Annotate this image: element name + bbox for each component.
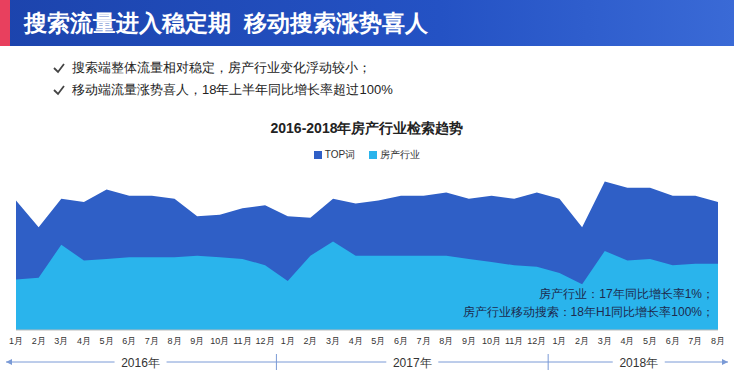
svg-text:5月: 5月 [100, 336, 114, 346]
svg-text:8月: 8月 [168, 336, 182, 346]
svg-text:9月: 9月 [190, 336, 204, 346]
svg-text:3月: 3月 [326, 336, 340, 346]
svg-text:6月: 6月 [394, 336, 408, 346]
svg-text:10月: 10月 [482, 336, 501, 346]
svg-text:9月: 9月 [462, 336, 476, 346]
svg-text:11月: 11月 [505, 336, 523, 346]
svg-text:1月: 1月 [9, 336, 23, 346]
svg-text:7月: 7月 [145, 336, 159, 346]
svg-text:1月: 1月 [281, 336, 295, 346]
svg-text:8月: 8月 [711, 336, 725, 346]
html-text:房产行业: 房产行业 [380, 149, 421, 160]
svg-text:4月: 4月 [620, 336, 634, 346]
html-text:房产行业移动搜索：18年H1同比增长率100%；: 房产行业移动搜索：18年H1同比增长率100%； [462, 305, 714, 319]
svg-text:2月: 2月 [575, 336, 589, 346]
svg-text:3月: 3月 [54, 336, 68, 346]
svg-text:11月: 11月 [233, 336, 251, 346]
svg-text:6月: 6月 [666, 336, 680, 346]
svg-text:12月: 12月 [256, 336, 275, 346]
svg-text:6月: 6月 [122, 336, 136, 346]
svg-text:3月: 3月 [598, 336, 612, 346]
svg-text:12月: 12月 [527, 336, 546, 346]
svg-text:7月: 7月 [688, 336, 702, 346]
svg-text:4月: 4月 [349, 336, 363, 346]
svg-text:2月: 2月 [32, 336, 46, 346]
html-text:TOP词: TOP词 [324, 149, 356, 160]
svg-text:2018年: 2018年 [619, 356, 658, 370]
svg-text:4月: 4月 [77, 336, 91, 346]
html-text:移动端流量涨势喜人，18年上半年同比增长率超过100%: 移动端流量涨势喜人，18年上半年同比增长率超过100% [72, 82, 393, 97]
svg-text:10月: 10月 [210, 336, 229, 346]
svg-text:2月: 2月 [303, 336, 317, 346]
html-text:房产行业：17年同比增长率1%；: 房产行业：17年同比增长率1%； [539, 287, 714, 301]
svg-text:1月: 1月 [552, 336, 566, 346]
svg-text:5月: 5月 [371, 336, 385, 346]
svg-text:5月: 5月 [643, 336, 657, 346]
html-text:搜索流量进入稳定期 移动搜索涨势喜人: 搜索流量进入稳定期 移动搜索涨势喜人 [24, 10, 428, 36]
svg-text:2016年: 2016年 [121, 356, 160, 370]
svg-text:2017年: 2017年 [393, 356, 432, 370]
html-text:搜索端整体流量相对稳定，房产行业变化浮动较小；: 搜索端整体流量相对稳定，房产行业变化浮动较小； [72, 60, 371, 75]
svg-text:8月: 8月 [439, 336, 453, 346]
svg-text:7月: 7月 [417, 336, 431, 346]
html-text:2016-2018年房产行业检索趋势: 2016-2018年房产行业检索趋势 [270, 120, 464, 136]
